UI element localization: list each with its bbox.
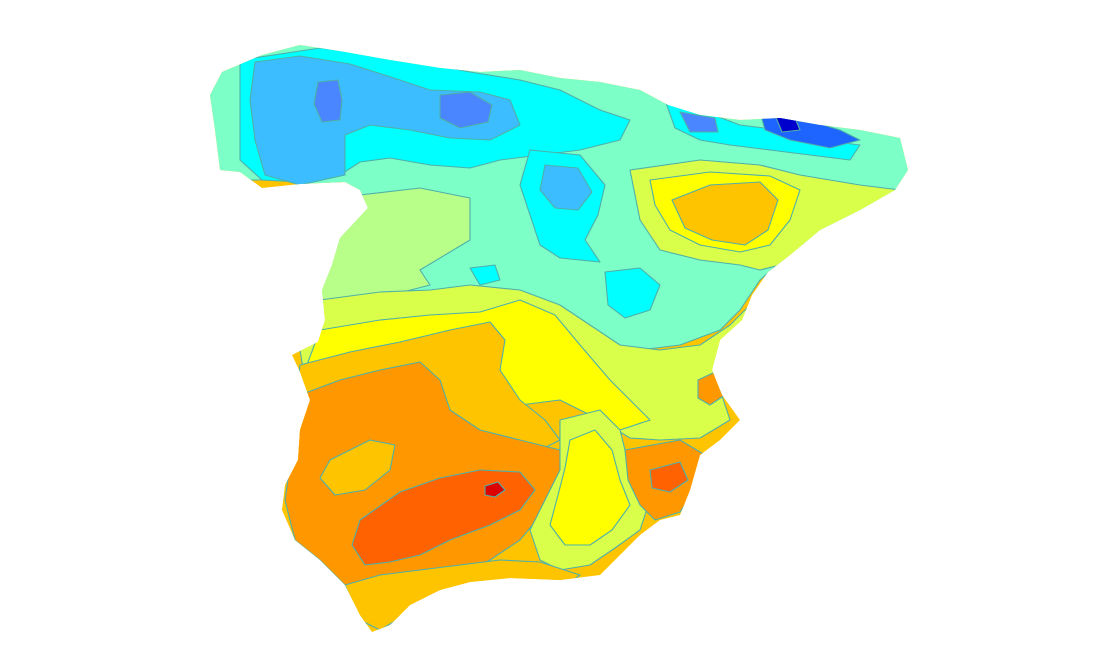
region-ebro-orange	[671, 181, 779, 246]
spot-orange-light	[319, 439, 396, 496]
spot-blue-3	[539, 164, 593, 211]
region-cyan-east	[604, 267, 661, 319]
spot-blue-1	[313, 79, 343, 123]
spot-cyan-small	[469, 264, 501, 286]
region-southeast-yellow	[549, 429, 631, 546]
region-ne-cyan	[664, 99, 861, 161]
spot-murcia-dark	[649, 461, 689, 493]
region-ne-blue	[679, 111, 719, 133]
spot-blue-2	[439, 91, 493, 129]
spot-red	[484, 481, 506, 498]
